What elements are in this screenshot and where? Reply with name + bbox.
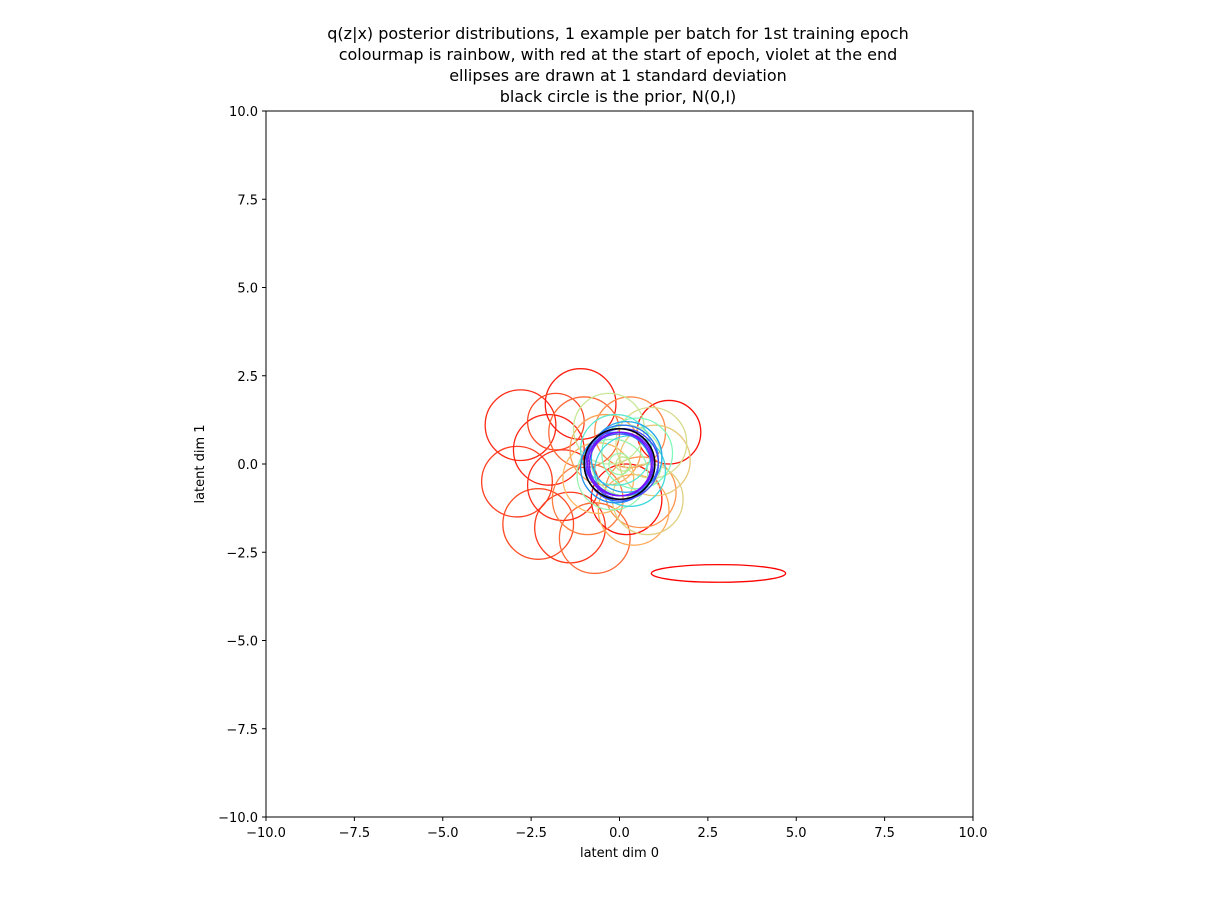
x-tick-label: −7.5	[339, 826, 371, 841]
chart-title-line-4: black circle is the prior, N(0,I)	[500, 87, 737, 106]
posterior-ellipse	[590, 420, 663, 493]
posterior-ellipse	[576, 438, 649, 511]
chart-title-line-3: ellipses are drawn at 1 standard deviati…	[449, 66, 787, 85]
chart-title-line-2: colourmap is rainbow, with red at the st…	[339, 45, 898, 64]
y-tick-label: −10.0	[218, 811, 258, 826]
y-axis: −10.0 −7.5 −5.0 −2.5 0.0 2.5 5.0 7.5 10.0	[218, 105, 266, 826]
posterior-ellipse	[502, 488, 575, 560]
posterior-ellipses	[480, 368, 787, 583]
x-tick-label: −2.5	[515, 826, 547, 841]
x-tick-label: −10.0	[246, 826, 286, 841]
y-tick-label: 2.5	[237, 370, 258, 385]
posterior-ellipse	[590, 463, 663, 536]
x-tick-label: −5.0	[427, 826, 459, 841]
posterior-ellipse	[544, 368, 617, 440]
y-tick-label: −5.0	[226, 635, 258, 650]
prior-circle	[583, 427, 656, 501]
x-tick-label: 2.5	[698, 826, 719, 841]
y-tick-label: 0.0	[237, 458, 258, 473]
posterior-ellipse	[480, 445, 553, 518]
y-axis-label: latent dim 1	[193, 424, 208, 503]
x-tick-label: 0.0	[609, 826, 630, 841]
posterior-ellipse	[512, 413, 585, 486]
y-tick-label: 7.5	[237, 193, 258, 208]
y-tick-label: 5.0	[237, 282, 258, 297]
y-tick-label: −2.5	[226, 546, 258, 561]
x-tick-label: 7.5	[874, 826, 895, 841]
posterior-ellipse	[601, 417, 674, 490]
prior-layer	[583, 427, 656, 501]
chart-title-line-1: q(z|x) posterior distributions, 1 exampl…	[327, 24, 908, 43]
posterior-ellipse	[587, 431, 652, 497]
y-tick-label: −7.5	[226, 723, 258, 738]
posterior-ellipse	[484, 389, 557, 462]
posterior-ellipse	[615, 456, 631, 472]
chart-title: q(z|x) posterior distributions, 1 exampl…	[327, 24, 908, 106]
x-tick-label: 10.0	[959, 826, 988, 841]
posterior-ellipse	[558, 502, 631, 575]
x-tick-label: 5.0	[786, 826, 807, 841]
y-tick-label: 10.0	[229, 105, 258, 120]
posterior-ellipse	[650, 563, 787, 583]
x-axis-label: latent dim 0	[580, 846, 659, 861]
x-axis: −10.0 −7.5 −5.0 −2.5 0.0 2.5 5.0 7.5 10.0	[246, 817, 987, 841]
